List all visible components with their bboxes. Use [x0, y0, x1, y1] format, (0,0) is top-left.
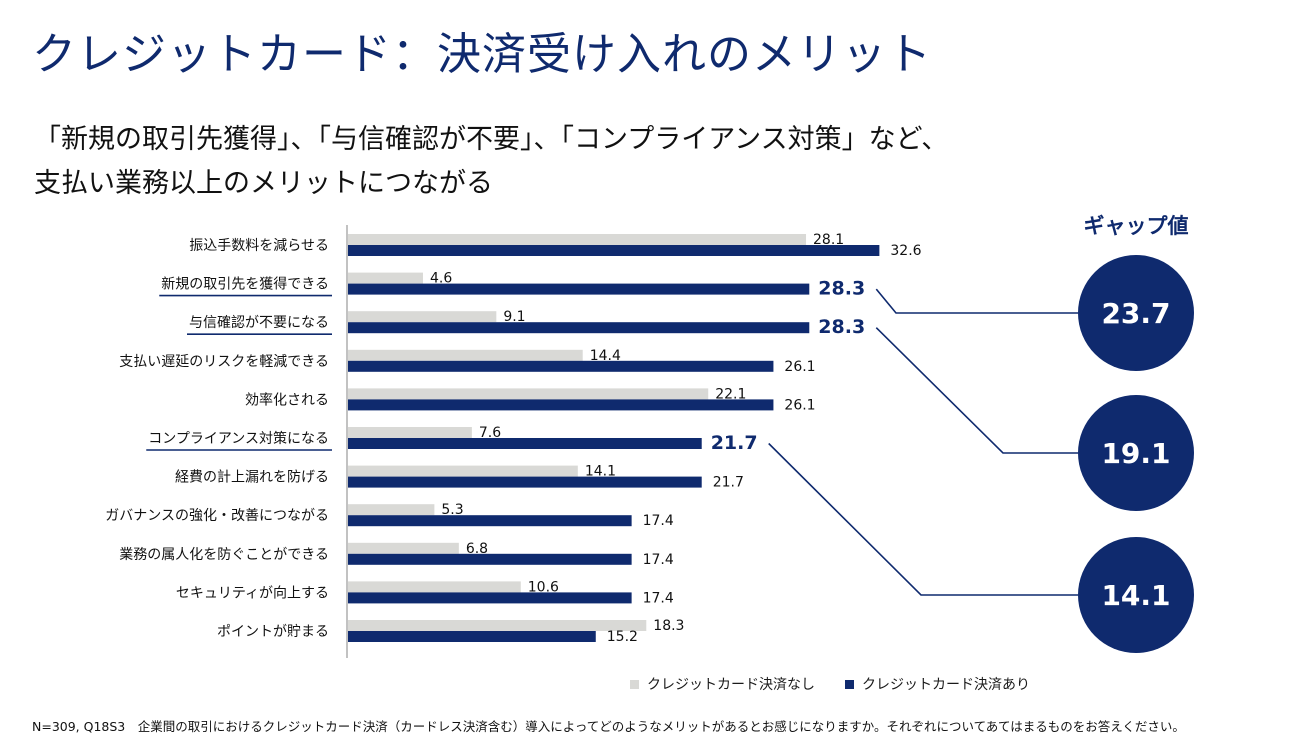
category-label: ガバナンスの強化・改善につながる	[105, 508, 329, 524]
bar-without	[348, 427, 472, 438]
bar-without	[348, 542, 459, 554]
bar-with	[348, 245, 880, 256]
value-label-without: 7.6	[479, 425, 501, 441]
bar-with	[348, 476, 702, 488]
bar-without	[348, 581, 521, 593]
value-label-without: 14.4	[590, 348, 621, 364]
category-label: 効率化される	[245, 391, 329, 408]
gap-connector-line	[768, 442, 1078, 596]
footnote: N=309, Q18S3 企業間の取引におけるクレジットカード決済（カードレス決…	[32, 719, 1185, 734]
value-label-with: 17.4	[643, 513, 674, 529]
category-label: 与信確認が不要になる	[189, 315, 329, 331]
bar-with	[348, 631, 596, 642]
legend: クレジットカード決済なし クレジットカード決済あり	[630, 674, 1060, 694]
value-label-without: 22.1	[715, 386, 746, 402]
bar-without	[348, 272, 423, 284]
category-label: 経費の計上漏れを防げる	[175, 470, 329, 486]
value-label-with: 32.6	[890, 243, 921, 259]
value-label-without: 6.8	[466, 541, 488, 557]
value-label-without: 18.3	[653, 618, 684, 634]
bar-without	[348, 465, 578, 477]
value-label-without: 4.6	[430, 271, 452, 287]
legend-label-with: クレジットカード決済あり	[862, 677, 1030, 693]
gap-connector-line	[875, 288, 1078, 314]
category-label: 支払い遅延のリスクを軽減できる	[119, 353, 329, 370]
value-label-with: 26.1	[784, 397, 815, 413]
bar-without	[348, 311, 497, 323]
bar-without	[348, 234, 807, 245]
legend-swatch-with	[845, 679, 854, 689]
category-label: 新規の取引先を獲得できる	[161, 276, 329, 293]
category-label: 振込手数料を減らせる	[189, 237, 329, 254]
legend-label-without: クレジットカード決済なし	[647, 677, 815, 693]
value-label-without: 10.6	[528, 579, 559, 595]
value-label-without: 5.3	[441, 502, 463, 518]
value-label-with: 21.7	[711, 432, 758, 454]
legend-item-without: クレジットカード決済なし	[630, 674, 815, 694]
value-label-without: 9.1	[503, 309, 525, 325]
gap-title: ギャップ値	[1083, 214, 1189, 238]
bar-with	[348, 592, 632, 604]
category-label: ポイントが貯まる	[217, 624, 329, 640]
category-label: セキュリティが向上する	[176, 585, 329, 601]
subtitle: 「新規の取引先獲得」、「与信確認が不要」、「コンプライアンス対策」など、 支払い…	[34, 118, 948, 206]
value-label-with: 26.1	[784, 359, 815, 375]
bar-with	[348, 438, 702, 449]
page-title: クレジットカード：決済受け入れのメリット	[32, 29, 932, 80]
value-label-with: 21.7	[713, 475, 744, 491]
value-label-with: 17.4	[643, 552, 674, 568]
legend-item-with: クレジットカード決済あり	[845, 674, 1030, 694]
value-label-with: 15.2	[607, 629, 638, 645]
bar-with	[348, 322, 810, 334]
value-label-without: 14.1	[585, 464, 616, 480]
subtitle-line-2: 支払い業務以上のメリットにつながる	[34, 168, 493, 199]
gap-connector-line	[875, 327, 1078, 454]
value-label-without: 28.1	[813, 232, 844, 248]
value-label-with: 28.3	[818, 278, 865, 300]
bar-with	[348, 515, 632, 527]
bar-with	[348, 399, 774, 411]
gap-value: 19.1	[1101, 437, 1170, 470]
gap-circle	[1078, 255, 1194, 371]
bar-without	[348, 620, 647, 631]
gap-value: 14.1	[1101, 579, 1170, 612]
gap-circle	[1078, 537, 1194, 653]
legend-swatch-without	[630, 679, 639, 689]
bar-without	[348, 504, 435, 516]
bar-with	[348, 360, 774, 372]
category-label: コンプライアンス対策になる	[148, 430, 329, 447]
gap-circle	[1078, 395, 1194, 511]
bar-with	[348, 553, 632, 565]
gap-value: 23.7	[1101, 297, 1170, 330]
value-label-with: 17.4	[643, 590, 674, 606]
bar-with	[348, 283, 810, 295]
value-label-with: 28.3	[818, 316, 865, 338]
category-label: 業務の属人化を防ぐことができる	[119, 547, 329, 563]
bar-without	[348, 388, 709, 400]
subtitle-line-1: 「新規の取引先獲得」、「与信確認が不要」、「コンプライアンス対策」など、	[34, 124, 949, 155]
bar-without	[348, 349, 583, 361]
